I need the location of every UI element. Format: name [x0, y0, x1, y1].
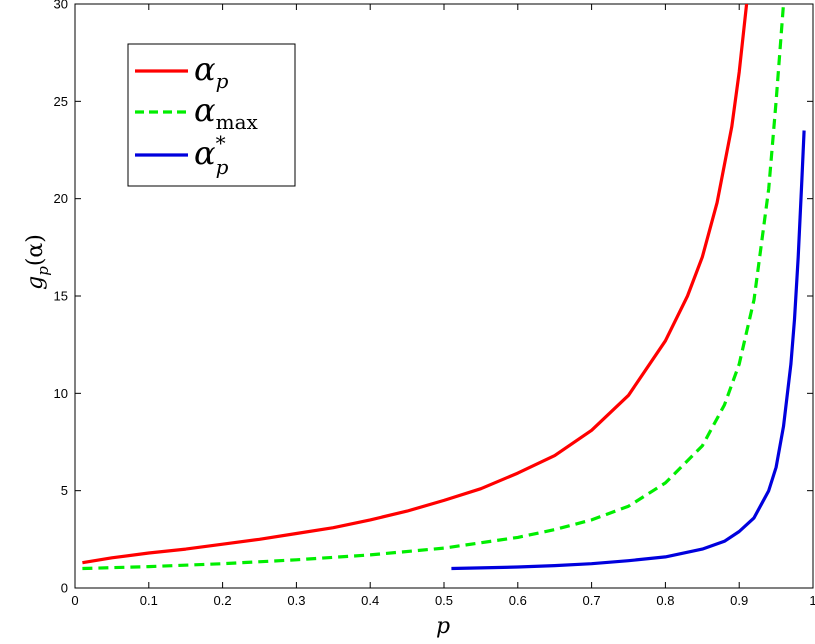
x-tick-label: 0.9 — [730, 593, 748, 608]
x-tick-label: 0.4 — [361, 593, 379, 608]
x-axis: 0 0.1 0.2 0.3 0.4 0.5 0.6 0.7 0.8 0.9 1 — [71, 4, 815, 608]
y-axis: 0 5 10 15 20 25 30 — [54, 0, 813, 596]
legend-box — [127, 43, 296, 187]
legend-label: αmax — [194, 91, 258, 134]
x-tick-label: 1 — [809, 593, 815, 608]
x-axis-title: p — [436, 614, 450, 639]
series-line — [451, 130, 806, 571]
x-tick-label: 0.1 — [140, 593, 158, 608]
x-tick-label: 0.7 — [583, 593, 601, 608]
x-tick-label: 0.5 — [435, 593, 453, 608]
series-lines — [82, 4, 806, 571]
x-tick-label: 0.2 — [214, 593, 232, 608]
series-line — [82, 4, 749, 565]
y-tick-label: 15 — [54, 289, 68, 304]
x-tick-label: 0.6 — [509, 593, 527, 608]
y-tick-label: 10 — [54, 386, 68, 401]
x-tick-label: 0.8 — [656, 593, 674, 608]
y-axis-title: gp(α) — [23, 234, 52, 290]
y-tick-label: 25 — [54, 94, 68, 109]
x-tick-label: 0 — [71, 593, 78, 608]
y-tick-label: 30 — [54, 0, 68, 12]
x-tick-label: 0.3 — [287, 593, 305, 608]
legend-label: α* p — [194, 131, 229, 179]
series-line — [82, 4, 786, 571]
y-tick-label: 5 — [61, 483, 68, 498]
legend-label: αp — [194, 50, 229, 93]
y-tick-label: 20 — [54, 191, 68, 206]
y-tick-label: 0 — [61, 581, 68, 596]
